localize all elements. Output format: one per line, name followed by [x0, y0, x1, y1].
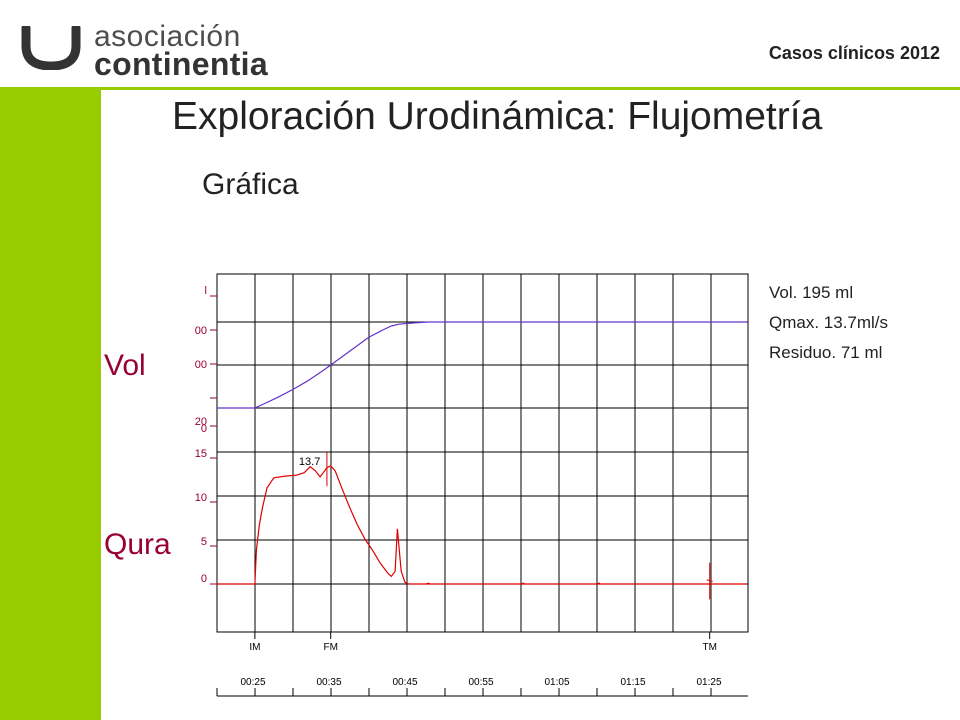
- time-tick-label: 00:35: [316, 677, 341, 688]
- stat-qmax: Qmax. 13.7ml/s: [769, 313, 889, 332]
- time-tick-label: 00:45: [392, 677, 417, 688]
- flow-tick-label: 20: [195, 416, 207, 428]
- event-marker-label: FM: [323, 642, 337, 653]
- time-tick-label: 00:25: [240, 677, 265, 688]
- flow-tick-label: 5: [201, 536, 207, 548]
- header-caption: Casos clínicos 2012: [768, 43, 940, 63]
- logo-mark-icon: [21, 26, 81, 70]
- tm-artifact: [706, 579, 713, 582]
- stats-panel: Vol. 195 ml Qmax. 13.7ml/s Residuo. 71 m…: [769, 278, 888, 368]
- volume-label: Vol: [104, 349, 146, 382]
- stat-residue: Residuo. 71 ml: [769, 343, 883, 362]
- flow-tick-label: 10: [195, 492, 207, 504]
- flow-series-line: [217, 465, 748, 585]
- page-subtitle: Gráfica: [202, 168, 299, 201]
- flow-artifact: [520, 582, 525, 585]
- flow-label: Qura: [104, 528, 171, 561]
- flow-artifact: [425, 582, 430, 585]
- stat-volume: Vol. 195 ml: [769, 283, 854, 302]
- time-tick-label: 00:55: [468, 677, 493, 688]
- logo-text-line1: asociación: [94, 20, 241, 53]
- logo: asociación continentia: [14, 10, 274, 82]
- flow-tick-label: 15: [195, 448, 207, 460]
- volume-tick-label: l: [205, 285, 207, 297]
- volume-tick-label: 00: [195, 325, 207, 337]
- volume-tick-label: 0: [201, 423, 207, 435]
- volume-tick-label: 00: [195, 359, 207, 371]
- page-title: Exploración Urodinámica: Flujometría: [172, 95, 823, 138]
- time-tick-label: 01:25: [696, 677, 721, 688]
- volume-series-line: [217, 321, 748, 409]
- time-tick-label: 01:15: [620, 677, 645, 688]
- qmax-data-label: 13.7: [299, 456, 320, 468]
- flow-tick-label: 0: [201, 573, 207, 585]
- time-tick-label: 01:05: [544, 677, 569, 688]
- event-marker-label: TM: [702, 642, 716, 653]
- accent-sidebar: [0, 90, 101, 720]
- event-marker-label: IM: [249, 642, 260, 653]
- header-rule: [0, 87, 960, 90]
- flow-artifact: [595, 582, 601, 585]
- logo-text-line2: continentia: [94, 46, 268, 82]
